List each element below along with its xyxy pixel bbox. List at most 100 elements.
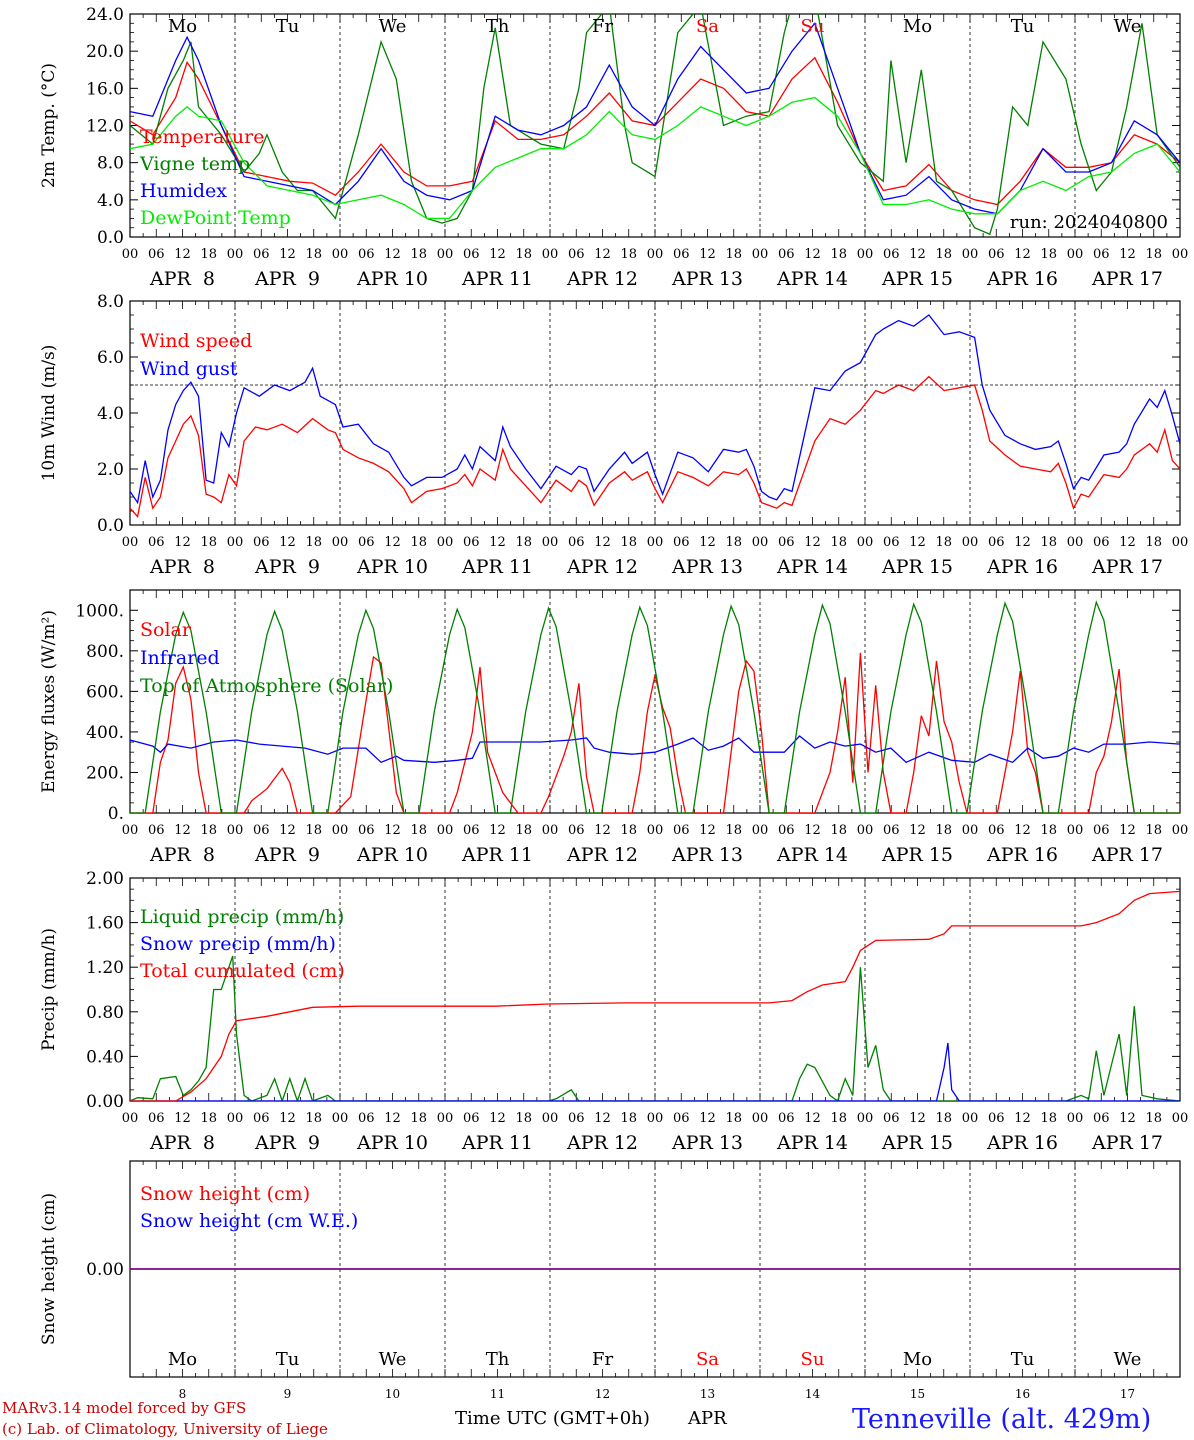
- hour-label: 00: [437, 823, 454, 838]
- day-name: Sa: [696, 1349, 719, 1370]
- day-name: Fr: [592, 1349, 613, 1370]
- hour-label: 00: [962, 1111, 979, 1126]
- hour-label: 12: [594, 247, 611, 262]
- series-line-wind-gust: [130, 314, 1180, 505]
- date-label: APR 11: [461, 844, 533, 866]
- series-group: [130, 14, 1180, 236]
- date-label: APR 13: [671, 1132, 743, 1154]
- y-tick-label: 800.: [86, 642, 124, 662]
- hour-label: 18: [620, 535, 637, 550]
- date-label: APR 17: [1091, 556, 1163, 578]
- y-tick-label: 4.0: [97, 191, 124, 211]
- hour-label: 06: [988, 1111, 1005, 1126]
- y-tick-label: 24.0: [86, 5, 124, 25]
- hour-label: 00: [1172, 535, 1189, 550]
- hour-label: 18: [935, 247, 952, 262]
- series-line-vigne-temp: [130, 14, 1180, 236]
- hour-label: 06: [568, 1111, 585, 1126]
- legend-entry: Temperature: [140, 126, 264, 148]
- plot-frame: [129, 300, 1181, 526]
- date-label: APR 9: [254, 1132, 320, 1154]
- hour-label: 00: [332, 823, 349, 838]
- hour-label: 18: [830, 247, 847, 262]
- date-label: APR 17: [1091, 1132, 1163, 1154]
- hour-label: 00: [752, 823, 769, 838]
- hour-label: 00: [437, 1111, 454, 1126]
- date-label: APR 8: [149, 1132, 215, 1154]
- legend-entry: Vigne temp: [139, 153, 250, 175]
- hour-label: 12: [699, 247, 716, 262]
- day-name: Th: [486, 1349, 510, 1370]
- date-label: APR 12: [566, 1132, 638, 1154]
- hour-label: 00: [332, 535, 349, 550]
- y-tick-label: 2.00: [86, 869, 124, 889]
- date-label: APR 17: [1091, 844, 1163, 866]
- date-label: APR 10: [356, 844, 428, 866]
- hour-label: 06: [673, 535, 690, 550]
- hour-label: 18: [200, 1111, 217, 1126]
- hour-label: 06: [253, 1111, 270, 1126]
- day-number: 17: [1120, 1387, 1135, 1401]
- date-label: APR 11: [461, 556, 533, 578]
- hour-label: 18: [830, 535, 847, 550]
- legend-entry: DewPoint Temp: [140, 207, 291, 229]
- hour-label: 06: [778, 247, 795, 262]
- y-axis-label: Snow height (cm): [39, 1193, 59, 1345]
- hour-label: 00: [122, 823, 139, 838]
- hour-label: 00: [542, 1111, 559, 1126]
- date-label: APR 12: [566, 556, 638, 578]
- day-name: Mo: [168, 16, 197, 37]
- hour-label: 12: [174, 535, 191, 550]
- day-name: Tu: [276, 1349, 300, 1370]
- hour-label: 06: [463, 823, 480, 838]
- footer: MARv3.14 model forced by GFS (c) Lab. of…: [2, 1399, 1151, 1438]
- day-number: 8: [179, 1387, 187, 1401]
- date-label: APR 16: [986, 1132, 1058, 1154]
- date-label: APR 9: [254, 556, 320, 578]
- hour-label: 06: [568, 535, 585, 550]
- hour-label: 00: [122, 247, 139, 262]
- date-label: APR 15: [881, 844, 953, 866]
- panel-precip: 0.00 0.40 0.80 1.20 1.60 2.00 Precip (mm/h) Liq…: [39, 869, 1188, 1154]
- y-tick-label: 0.: [108, 804, 124, 824]
- day-name: Fr: [592, 16, 613, 37]
- hour-label: 12: [909, 535, 926, 550]
- hour-label: 06: [1093, 1111, 1110, 1126]
- hour-label: 00: [227, 1111, 244, 1126]
- hour-label: 18: [830, 823, 847, 838]
- date-label: APR 17: [1091, 268, 1163, 290]
- hour-label: 12: [804, 535, 821, 550]
- day-number: 15: [910, 1387, 925, 1401]
- hour-label: 00: [1067, 247, 1084, 262]
- y-tick-label: 4.0: [97, 404, 124, 424]
- hour-label: 00: [227, 535, 244, 550]
- legend-entry: Liquid precip (mm/h): [140, 906, 344, 928]
- day-number: 12: [595, 1387, 610, 1401]
- date-label: APR 16: [986, 268, 1058, 290]
- day-name: Sa: [696, 16, 719, 37]
- hour-label: 18: [515, 823, 532, 838]
- hour-label: 00: [1067, 1111, 1084, 1126]
- hour-label: 18: [515, 535, 532, 550]
- day-name: Mo: [903, 1349, 932, 1370]
- hour-label: 18: [935, 823, 952, 838]
- hour-label: 12: [699, 1111, 716, 1126]
- hour-label: 12: [279, 1111, 296, 1126]
- hour-label: 00: [542, 247, 559, 262]
- day-name: We: [1114, 1349, 1142, 1370]
- hour-label: 18: [725, 1111, 742, 1126]
- hour-label: 06: [148, 1111, 165, 1126]
- hour-label: 00: [1067, 535, 1084, 550]
- hour-label: 00: [1172, 1111, 1189, 1126]
- hour-label: 12: [384, 823, 401, 838]
- hour-label: 00: [857, 247, 874, 262]
- legend-entry: Humidex: [140, 180, 227, 202]
- date-label: APR 15: [881, 556, 953, 578]
- y-tick-label: 6.0: [97, 348, 124, 368]
- y-tick-label: 0.80: [86, 1003, 124, 1023]
- hour-label: 00: [752, 1111, 769, 1126]
- hour-label: 18: [725, 247, 742, 262]
- date-label: APR 15: [881, 1132, 953, 1154]
- hour-label: 06: [358, 247, 375, 262]
